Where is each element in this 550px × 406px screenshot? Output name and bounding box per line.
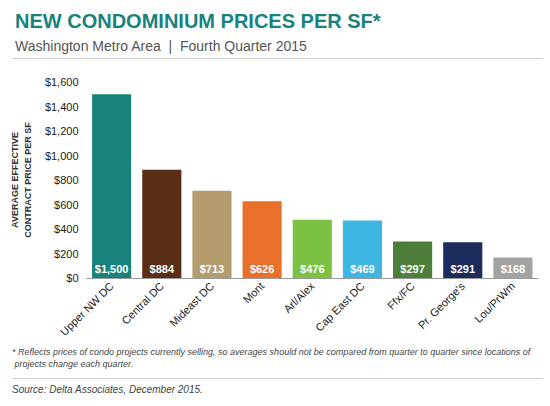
svg-text:$1,200: $1,200 (45, 125, 79, 137)
svg-text:Washington Metro Area | Four: Washington Metro Area | Fourth Quarter 2… (15, 38, 307, 54)
svg-text:$400: $400 (54, 223, 78, 235)
svg-text:$800: $800 (54, 174, 78, 186)
svg-text:$884: $884 (150, 263, 175, 275)
svg-text:CONTRACT PRICE PER SF: CONTRACT PRICE PER SF (23, 122, 33, 238)
svg-text:$1,600: $1,600 (45, 76, 79, 88)
svg-text:AVERAGE EFFECTIVE: AVERAGE EFFECTIVE (10, 132, 20, 228)
svg-text:$469: $469 (350, 263, 374, 275)
svg-text:$200: $200 (54, 248, 78, 260)
svg-text:Arl/Alex: Arl/Alex (281, 279, 317, 315)
svg-text:Ffx/FC: Ffx/FC (385, 280, 417, 312)
svg-text:$291: $291 (451, 263, 475, 275)
svg-text:$1,400: $1,400 (45, 101, 79, 113)
svg-text:projects change each quarter.: projects change each quarter. (12, 359, 133, 369)
svg-text:Pr. George's: Pr. George's (416, 279, 468, 331)
svg-text:Upper NW DC: Upper NW DC (58, 280, 116, 338)
svg-text:NEW CONDOMINIUM PRICES PER SF*: NEW CONDOMINIUM PRICES PER SF* (15, 10, 381, 32)
svg-text:Mont: Mont (241, 280, 267, 306)
svg-text:$297: $297 (400, 263, 424, 275)
svg-text:Lou/PrWm: Lou/PrWm (472, 280, 517, 325)
svg-text:$168: $168 (501, 263, 525, 275)
svg-text:$476: $476 (300, 263, 324, 275)
svg-text:$626: $626 (250, 263, 274, 275)
svg-text:Source: Delta Associates, Dece: Source: Delta Associates, December 2015. (12, 384, 203, 395)
svg-text:$1,500: $1,500 (95, 263, 129, 275)
svg-text:$0: $0 (66, 272, 78, 284)
svg-text:$713: $713 (200, 263, 224, 275)
svg-text:$1,000: $1,000 (45, 150, 79, 162)
svg-text:$600: $600 (54, 199, 78, 211)
svg-text:Cap East DC: Cap East DC (313, 280, 367, 334)
svg-text:* Reflects prices of condo pro: * Reflects prices of condo projects curr… (12, 347, 532, 357)
svg-text:Mideast DC: Mideast DC (167, 280, 216, 329)
svg-text:Central DC: Central DC (119, 280, 166, 327)
